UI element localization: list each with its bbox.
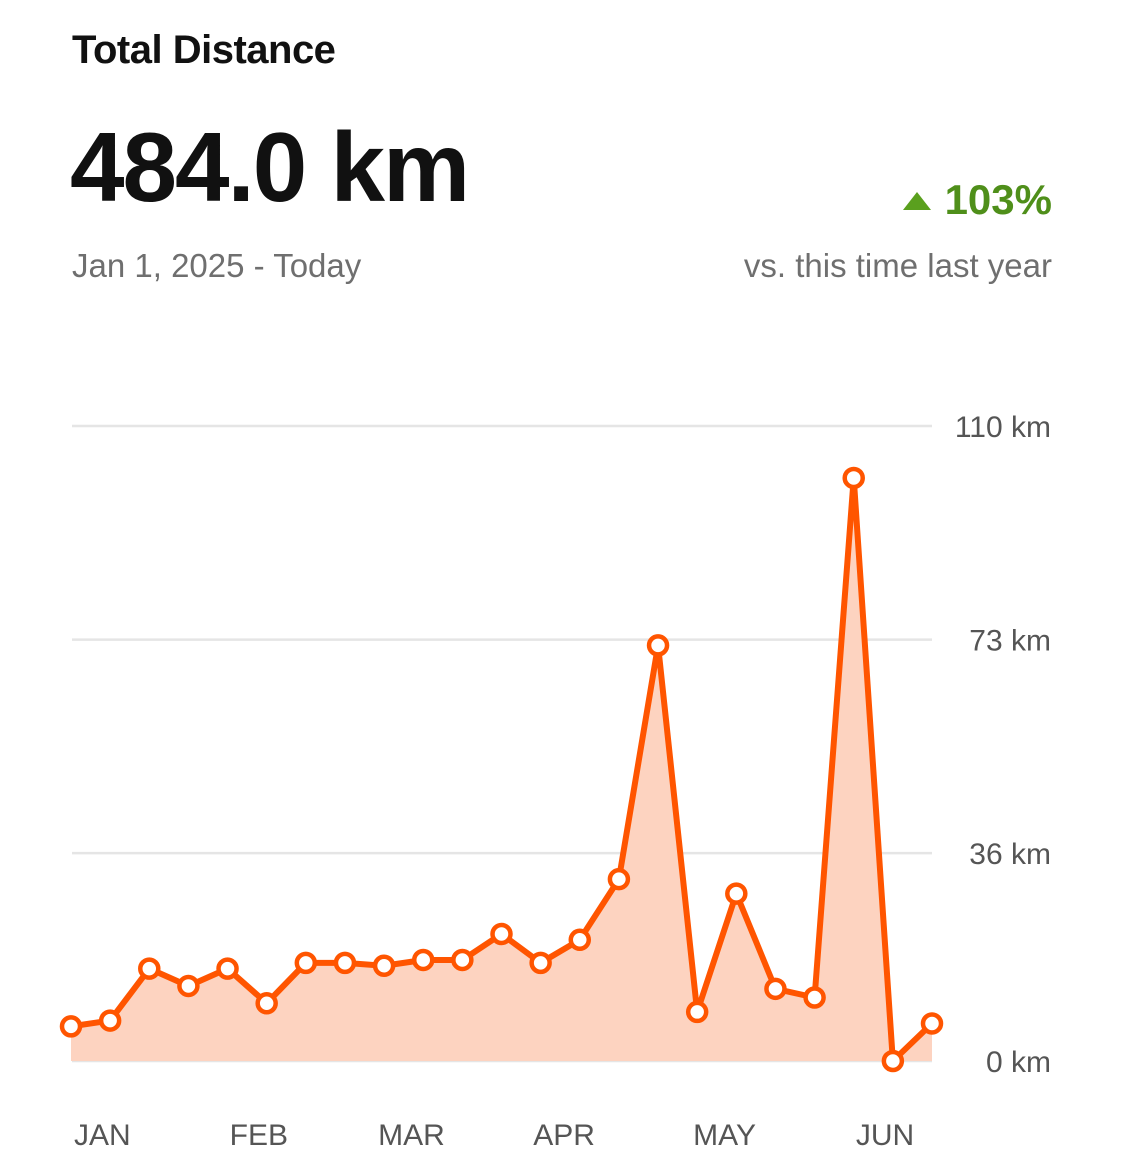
data-points bbox=[59, 466, 944, 1073]
data-point[interactable] bbox=[803, 986, 826, 1009]
distance-area bbox=[71, 477, 932, 1061]
total-distance-value: 484.0 km bbox=[70, 112, 470, 222]
data-point[interactable] bbox=[255, 992, 278, 1015]
data-point[interactable] bbox=[842, 466, 865, 490]
data-point[interactable] bbox=[411, 948, 435, 972]
x-tick-label: APR bbox=[533, 1119, 595, 1152]
data-point[interactable] bbox=[333, 951, 357, 975]
x-tick-label: JAN bbox=[74, 1119, 131, 1152]
data-point[interactable] bbox=[177, 974, 200, 998]
y-tick-label: 73 km bbox=[969, 625, 1051, 658]
data-point[interactable] bbox=[216, 957, 239, 980]
change-percent: 103% bbox=[944, 176, 1052, 223]
data-point[interactable] bbox=[764, 977, 787, 1001]
chart-title: Total Distance bbox=[72, 28, 336, 72]
date-range-label: Jan 1, 2025 - Today bbox=[72, 247, 362, 284]
data-point[interactable] bbox=[294, 951, 318, 975]
y-tick-label: 110 km bbox=[955, 411, 1051, 444]
y-tick-label: 0 km bbox=[986, 1046, 1051, 1079]
y-axis-labels: 0 km 36 km 73 km 110 km bbox=[955, 411, 1051, 1079]
data-point[interactable] bbox=[920, 1012, 944, 1035]
change-caption: vs. this time last year bbox=[743, 247, 1052, 284]
data-point[interactable] bbox=[372, 954, 396, 977]
data-point[interactable] bbox=[98, 1009, 122, 1032]
data-point[interactable] bbox=[529, 951, 552, 975]
data-point[interactable] bbox=[451, 948, 474, 972]
x-tick-label: MAR bbox=[378, 1119, 445, 1152]
data-point[interactable] bbox=[607, 867, 631, 891]
trend-up-icon bbox=[902, 192, 931, 210]
x-axis-labels: JAN FEB MAR APR MAY JUN bbox=[74, 1119, 914, 1152]
data-point[interactable] bbox=[490, 922, 513, 946]
data-point[interactable] bbox=[568, 928, 592, 952]
y-tick-label: 36 km bbox=[969, 838, 1051, 871]
x-tick-label: FEB bbox=[230, 1119, 288, 1152]
data-point[interactable] bbox=[59, 1015, 83, 1038]
x-tick-label: MAY bbox=[693, 1119, 756, 1152]
data-point[interactable] bbox=[138, 957, 161, 980]
data-point[interactable] bbox=[685, 1000, 709, 1024]
x-tick-label: JUN bbox=[856, 1119, 914, 1152]
data-point[interactable] bbox=[725, 882, 748, 905]
data-point[interactable] bbox=[881, 1049, 905, 1073]
change-indicator: 103% bbox=[902, 176, 1052, 224]
data-point[interactable] bbox=[646, 634, 670, 657]
